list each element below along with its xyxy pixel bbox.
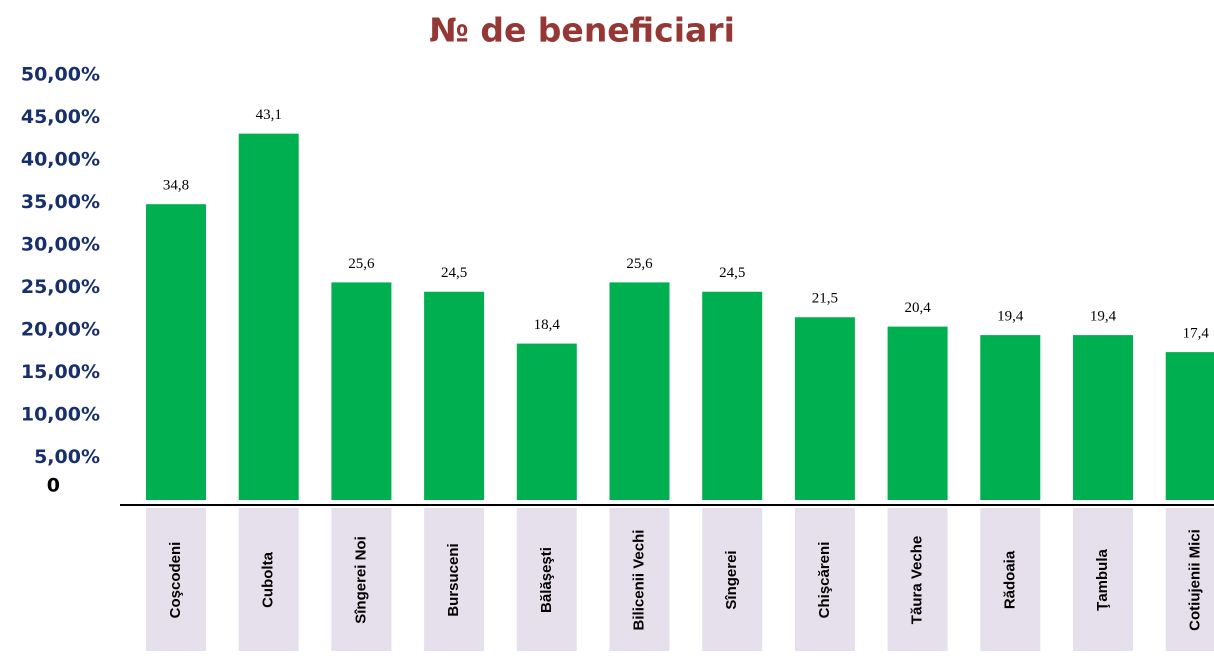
value-label: 21,5 (812, 291, 838, 307)
x-tick-label: Coşcodeni (167, 542, 184, 619)
bar (702, 291, 763, 500)
x-tick-label: Sîngerei Noi (352, 536, 369, 624)
bar (887, 326, 948, 500)
x-tick-label: Sîngerei (723, 550, 740, 609)
category-box (516, 508, 577, 651)
bar (238, 133, 299, 500)
value-label: 24,5 (719, 265, 745, 281)
y-tick-label: 15,00% (21, 361, 100, 383)
bar (1165, 352, 1214, 500)
value-label: 25,6 (626, 256, 653, 272)
x-tick-label: Rădoaia (1001, 550, 1018, 609)
chart-title: № de beneficiari (429, 11, 735, 50)
y-tick-label: 30,00% (21, 234, 100, 256)
category-box (1073, 508, 1133, 651)
y-tick-label: 25,00% (21, 276, 100, 298)
y-tick-label: 0 (47, 475, 60, 497)
x-tick-label: Tăura Veche (909, 536, 926, 624)
y-tick-label: 40,00% (21, 149, 100, 171)
x-tick-label: Bilicenii Vechi (630, 530, 647, 631)
x-tick-label: Ţambula (1094, 549, 1111, 611)
value-label: 25,6 (348, 256, 375, 272)
bar (146, 204, 206, 500)
value-label: 18,4 (534, 317, 561, 333)
category-box (331, 508, 392, 651)
x-tick-label: Cotiujenii Mici (1187, 529, 1204, 631)
y-tick-label: 45,00% (21, 106, 100, 128)
x-tick-label: Chişcăreni (816, 542, 833, 619)
bar (1073, 335, 1133, 500)
category-box (980, 508, 1041, 651)
value-label: 19,4 (1090, 309, 1117, 325)
value-label: 43,1 (256, 107, 282, 123)
y-tick-label: 5,00% (34, 446, 100, 468)
y-tick-label: 20,00% (21, 319, 100, 341)
bar (794, 317, 855, 500)
value-label: 34,8 (163, 178, 189, 194)
category-box (1165, 508, 1214, 651)
x-tick-label: Bursuceni (445, 543, 462, 616)
bar (609, 282, 670, 500)
y-tick-label: 50,00% (21, 64, 100, 86)
bar (980, 335, 1041, 500)
y-tick-label: 10,00% (21, 404, 100, 426)
bar (424, 291, 485, 500)
value-label: 24,5 (441, 265, 467, 281)
bar (331, 282, 392, 500)
category-box (702, 508, 763, 651)
category-box (238, 508, 299, 651)
category-box (609, 508, 670, 651)
category-box (424, 508, 485, 651)
value-label: 19,4 (997, 309, 1024, 325)
bar (516, 343, 577, 500)
value-label: 17,4 (1183, 326, 1210, 342)
y-tick-label: 35,00% (21, 191, 100, 213)
x-tick-label: Cubolta (260, 551, 277, 607)
category-box (146, 508, 206, 651)
category-box (887, 508, 948, 651)
category-box (794, 508, 855, 651)
value-label: 20,4 (904, 300, 931, 316)
x-tick-label: Bălăşeşti (538, 547, 555, 613)
